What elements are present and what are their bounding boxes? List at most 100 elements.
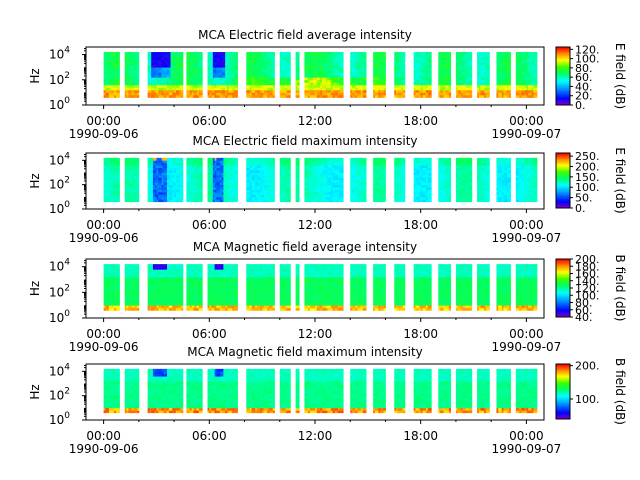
spectrogram-cell (154, 62, 157, 66)
spectrogram-cell (131, 52, 134, 55)
spectrogram-cell (151, 182, 154, 186)
spectrogram-cell (154, 157, 157, 161)
spectrogram-cell (188, 79, 191, 83)
spectrogram-cell (364, 74, 367, 78)
spectrogram-cell (285, 62, 288, 66)
spectrogram-cell (167, 77, 170, 81)
spectrogram-cell (383, 57, 386, 61)
spectrogram-cell (313, 64, 316, 68)
spectrogram-cell (337, 57, 341, 61)
spectrogram-cell (455, 57, 459, 61)
spectrogram-cell (443, 54, 446, 58)
spectrogram-cell (235, 77, 238, 81)
spectrogram-cell (128, 79, 131, 83)
spectrogram-cell (198, 162, 201, 166)
spectrogram-cell (353, 69, 356, 73)
spectrogram-cell (295, 64, 298, 68)
spectrogram-cell (262, 191, 265, 195)
spectrogram-cell (396, 77, 399, 81)
spectrogram-cell (159, 196, 163, 200)
spectrogram-cell (223, 52, 226, 55)
spectrogram-cell (376, 54, 379, 58)
spectrogram-cell (505, 72, 508, 76)
spectrogram-cell (355, 62, 358, 66)
spectrogram-cell (103, 189, 106, 193)
spectrogram-cell (364, 82, 367, 86)
spectrogram-cell (315, 54, 318, 58)
spectrogram-cell (135, 82, 138, 86)
spectrogram-cell (149, 167, 152, 171)
spectrogram-cell (124, 92, 127, 96)
spectrogram-cell (480, 54, 483, 58)
spectrogram-cell (499, 77, 503, 81)
spectrogram-cell (503, 79, 506, 83)
spectrogram-cell (195, 59, 198, 63)
spectrogram-cell (172, 82, 175, 86)
spectrogram-cell (135, 59, 138, 63)
spectrogram-cell (309, 79, 312, 83)
spectrogram-cell (323, 94, 326, 98)
spectrogram-cell (249, 157, 252, 161)
spectrogram-cell (362, 74, 365, 78)
spectrogram-cell (318, 74, 321, 78)
spectrogram-cell (279, 172, 282, 176)
spectrogram-cell (131, 62, 134, 66)
spectrogram-cell (219, 82, 223, 86)
spectrogram-cell (517, 59, 520, 63)
spectrogram-cell (221, 79, 224, 83)
spectrogram-cell (464, 79, 467, 83)
spectrogram-cell (427, 62, 430, 66)
spectrogram-cell (311, 62, 314, 66)
spectrogram-cell (174, 84, 177, 88)
spectrogram-cell (521, 72, 524, 76)
spectrogram-cell (401, 62, 404, 66)
spectrogram-cell (198, 182, 201, 186)
spectrogram-cell (212, 77, 215, 81)
spectrogram-cell (337, 67, 341, 71)
spectrogram-cell (256, 54, 260, 58)
spectrogram-cell (225, 54, 228, 58)
spectrogram-cell (399, 74, 402, 78)
spectrogram-cell (223, 54, 226, 58)
spectrogram-cell (262, 92, 265, 96)
spectrogram-cell (105, 79, 108, 83)
spectrogram-cell (156, 92, 159, 96)
spectrogram-cell (311, 59, 314, 63)
spectrogram-cell (110, 67, 113, 71)
spectrogram-cell (181, 67, 184, 71)
spectrogram-cell (297, 77, 300, 81)
spectrogram-cell (253, 84, 256, 88)
spectrogram-cell (355, 79, 358, 83)
spectrogram-cell (161, 69, 164, 73)
spectrogram-cell (477, 52, 480, 55)
spectrogram-cell (110, 84, 113, 88)
spectrogram-cell (165, 57, 168, 61)
spectrogram-cell (376, 62, 379, 66)
spectrogram-cell (350, 82, 353, 86)
spectrogram-cell (103, 194, 106, 198)
spectrogram-cell (485, 92, 489, 96)
spectrogram-cell (482, 92, 485, 96)
spectrogram-cell (285, 174, 288, 178)
spectrogram-cell (248, 74, 251, 78)
spectrogram-cell (448, 52, 452, 55)
spectrogram-cell (221, 74, 224, 78)
spectrogram-cell (114, 82, 117, 86)
spectrogram-cell (318, 62, 321, 66)
spectrogram-cell (420, 92, 423, 96)
spectrogram-cell (265, 157, 268, 161)
spectrogram-cell (263, 62, 267, 66)
spectrogram-cell (357, 69, 360, 73)
spectrogram-cell (179, 82, 182, 86)
spectrogram-cell (478, 57, 481, 61)
spectrogram-cell (154, 187, 157, 190)
spectrogram-cell (508, 79, 511, 83)
spectrogram-cell (418, 92, 422, 96)
spectrogram-cell (256, 182, 260, 186)
colorbar-swatch (556, 58, 570, 61)
spectrogram-cell (528, 92, 531, 96)
spectrogram-cell (165, 69, 168, 73)
spectrogram-cell (403, 77, 406, 81)
spectrogram-cell (304, 69, 307, 73)
spectrogram-cell (307, 79, 311, 83)
